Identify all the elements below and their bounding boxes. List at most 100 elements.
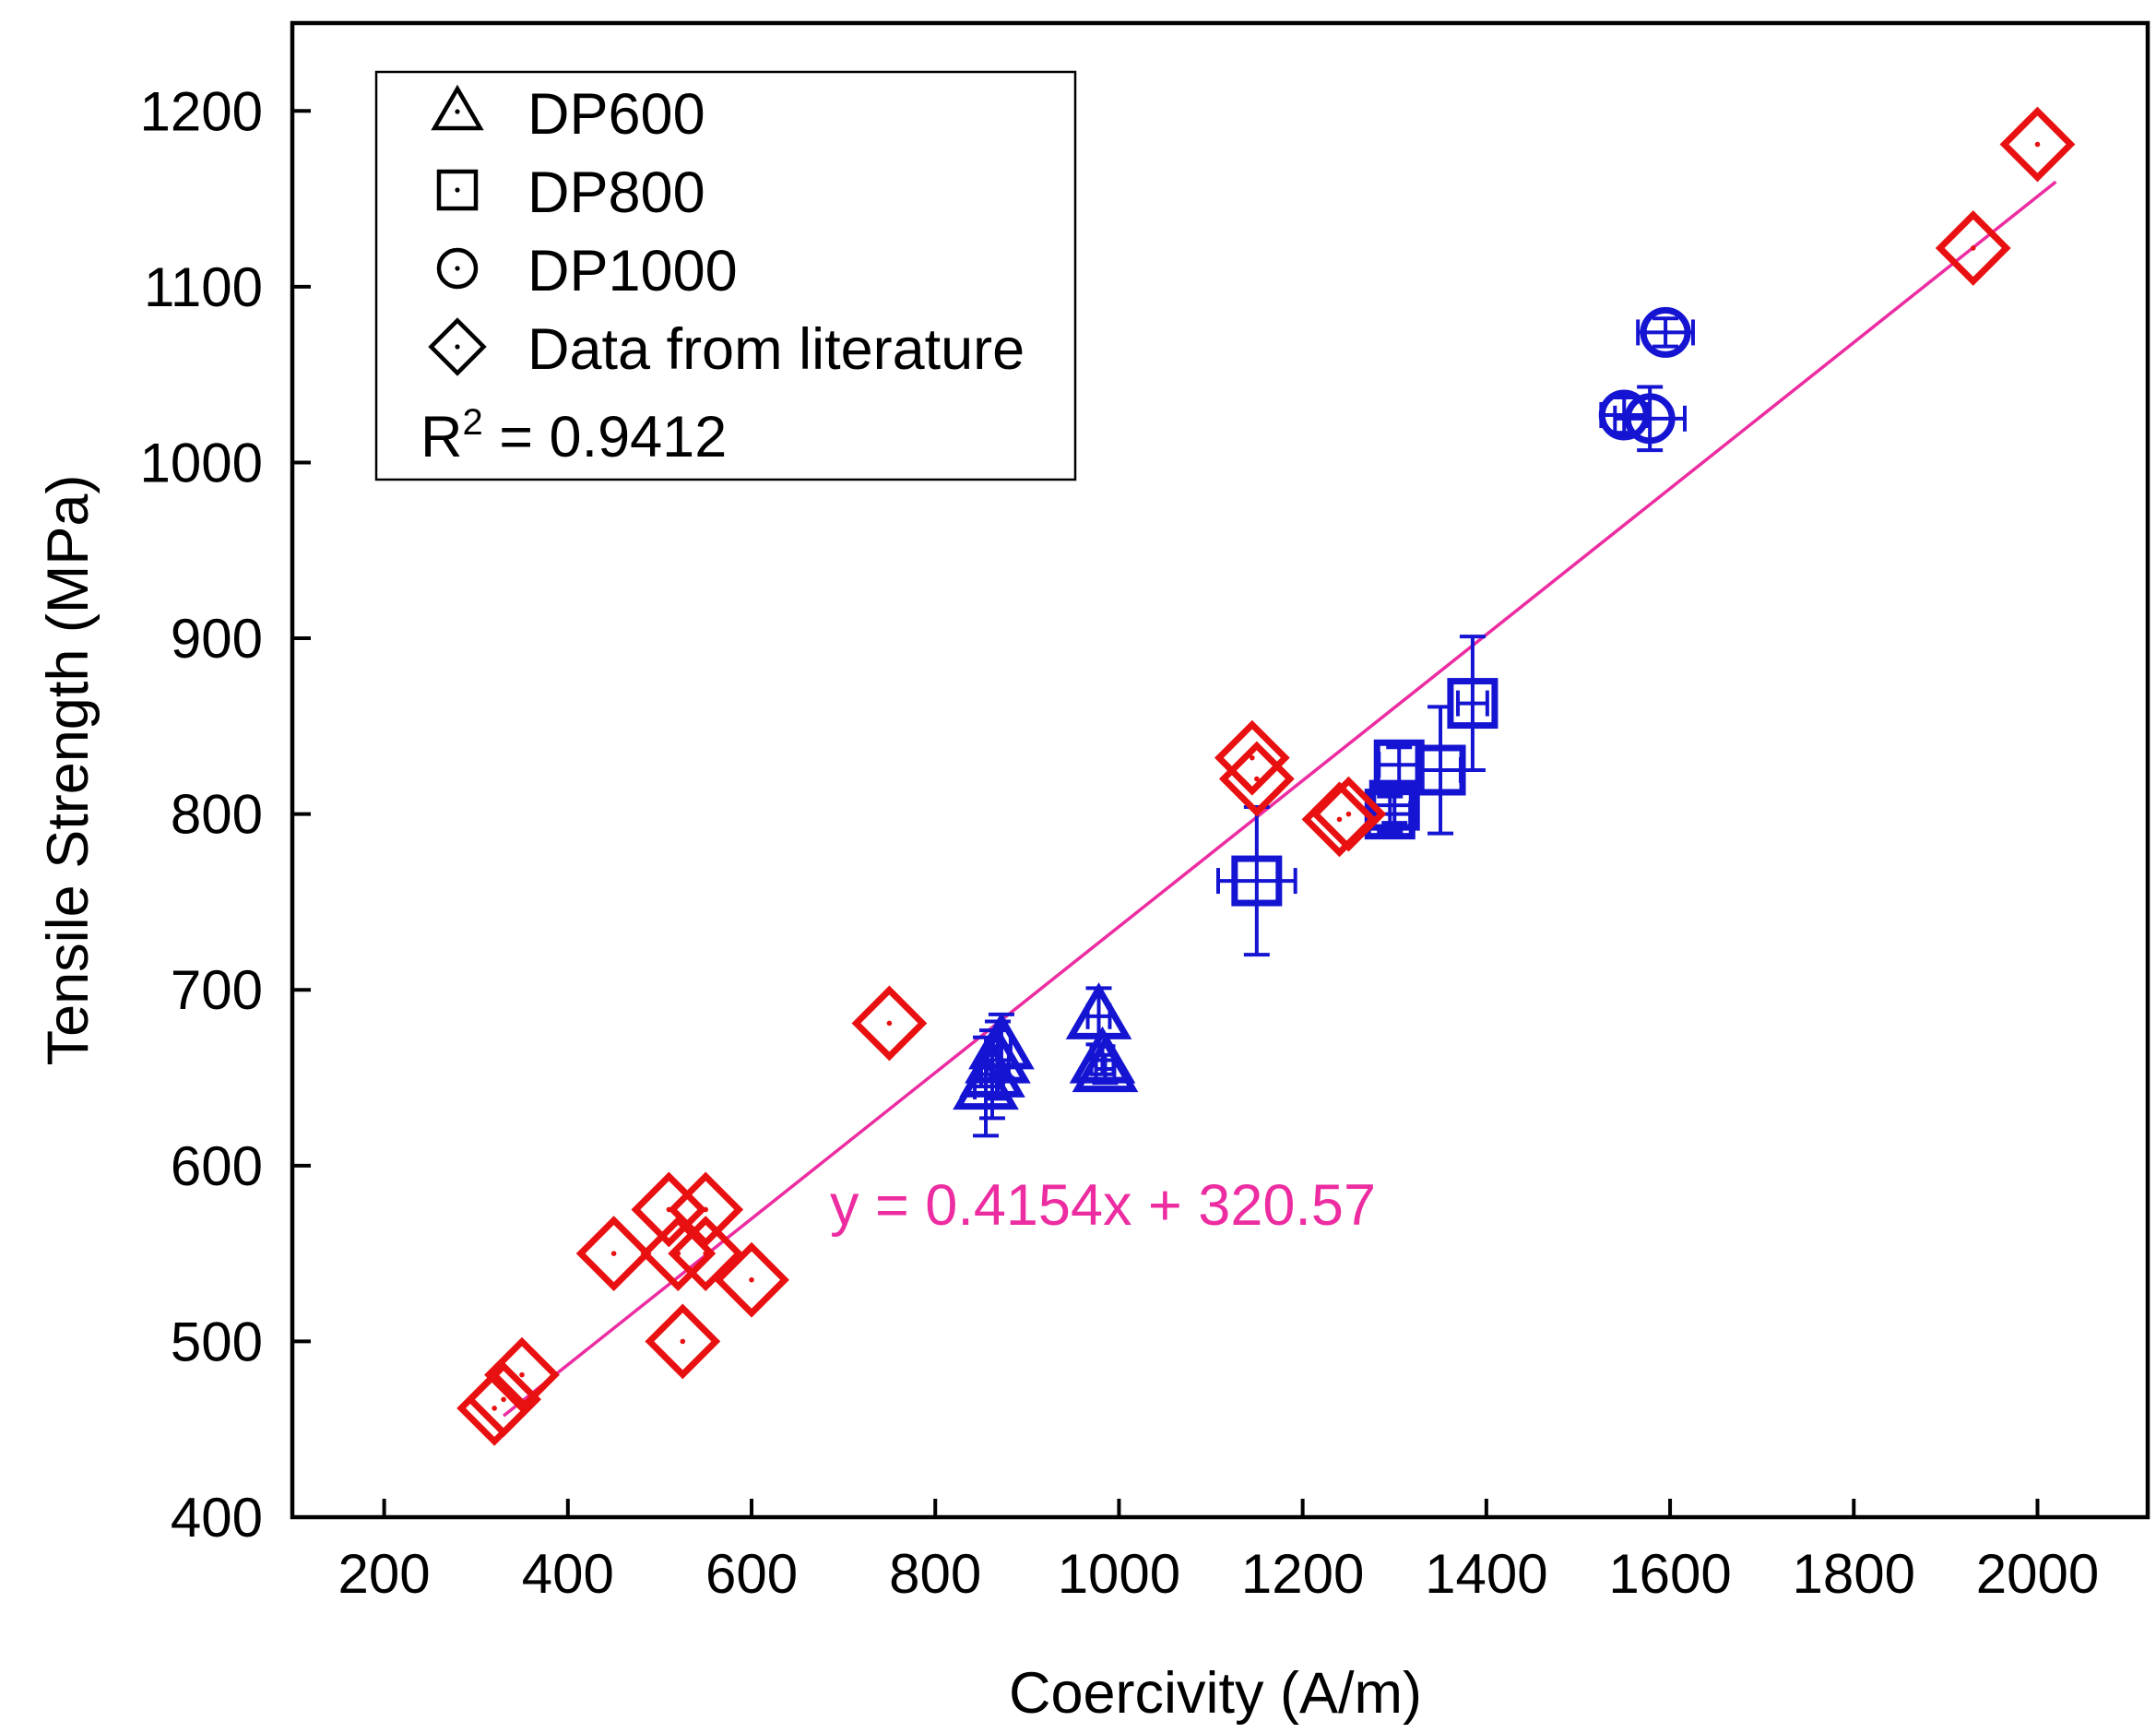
center-dot [1396,762,1403,768]
diamond-marker [1935,210,2011,286]
x-tick-label: 800 [889,1543,981,1605]
y-tick-label: 1000 [140,432,263,493]
y-tick-label: 1200 [140,80,263,142]
legend-label: DP1000 [527,239,738,303]
x-axis: 200 400 600 800 1000 1200 1400 1600 1800 2000 [338,1499,2099,1605]
series-dp1000 [1598,306,1695,453]
legend-circle-icon [436,247,479,290]
center-dot [703,1206,709,1213]
x-tick-label: 400 [522,1543,614,1605]
x-tick-label: 200 [338,1543,431,1605]
center-dot [1470,700,1475,706]
data-point [1218,741,1295,817]
legend-center-dot [455,109,460,114]
x-tick-label: 2000 [1976,1543,2099,1605]
triangle-marker [968,1012,1035,1070]
center-dot [1387,811,1393,817]
legend-entry: DP600 [431,82,705,147]
center-dot [886,1020,893,1027]
x-tick-label: 1200 [1241,1543,1364,1605]
legend-triangle-icon [431,84,484,131]
center-dot [519,1371,525,1378]
center-dot [1096,1014,1102,1019]
y-tick-label: 600 [171,1135,263,1197]
data-point [1999,106,2076,183]
data-point [484,1336,560,1413]
circle-marker [1640,306,1691,358]
center-dot [501,1396,506,1403]
r-squared-prefix: R [421,405,463,469]
x-tick-label: 1600 [1608,1543,1731,1605]
center-dot [1102,1066,1108,1072]
diamond-marker [668,1171,744,1248]
center-dot [1345,811,1352,817]
center-dot [703,1251,709,1256]
fit-line-group [503,180,2057,1418]
legend-label: DP800 [527,160,705,225]
legend-label: DP600 [527,82,705,147]
x-tick-label: 1800 [1793,1543,1915,1605]
legend-box [374,70,1077,481]
center-dot [1970,245,1976,251]
center-dot [1250,754,1255,761]
data-point [1447,635,1499,772]
center-dot [1663,329,1668,336]
legend-square-icon [436,169,479,211]
diamond-marker [1999,106,2076,183]
fit-line [503,180,2057,1418]
data-points [456,106,2076,1446]
y-axis: 400 500 600 700 800 900 1000 1100 1200 [140,80,311,1549]
data-point [851,985,928,1062]
center-dot [680,1338,686,1345]
center-dot [989,1071,995,1077]
diamond-marker [668,1216,744,1292]
center-dot [1336,816,1343,823]
center-dot [492,1406,497,1411]
square-marker [1231,855,1283,907]
diamond-marker [1218,741,1295,817]
legend-center-dot [455,344,460,350]
center-dot [995,1057,1001,1063]
center-dot [983,1084,989,1089]
legend-entry: DP1000 [436,239,738,303]
data-point [668,1171,744,1248]
diamond-marker [1310,776,1387,852]
center-dot [1254,776,1260,782]
diamond-marker [851,985,928,1062]
center-dot [999,1043,1004,1050]
diamond-marker [631,1171,707,1248]
y-tick-label: 700 [171,959,263,1021]
data-point [1214,719,1290,796]
x-tick-label: 600 [705,1543,798,1605]
diamond-marker [645,1303,721,1380]
x-tick-label: 1400 [1425,1543,1547,1605]
y-tick-label: 400 [171,1487,263,1549]
circle-marker [1624,393,1676,445]
diamond-marker [466,1361,541,1438]
data-point [1310,776,1387,852]
series-dp600 [953,982,1139,1138]
center-dot [1254,878,1260,884]
x-axis-label: Coercivity (A/m) [1009,1661,1422,1726]
y-tick-label: 900 [171,608,263,670]
circle-marker [1598,389,1650,441]
legend-center-dot [455,266,460,271]
data-point [714,1241,789,1318]
data-point [466,1361,541,1438]
center-dot [610,1251,617,1256]
r-squared-superscript: 2 [463,402,483,443]
diamond-marker [575,1216,652,1292]
data-point [668,1216,744,1292]
legend-r-squared: R2 = 0.9412 [421,402,727,469]
y-tick-label: 500 [171,1311,263,1372]
fit-equation: y = 0.4154x + 320.57 [830,1173,1376,1238]
legend: DP600 DP800 DP1000 Data from literature R2 … [374,70,1077,481]
center-dot [749,1276,754,1283]
center-dot [2034,141,2041,148]
data-point [1216,805,1297,957]
r-squared-value: = 0.9412 [483,405,728,469]
legend-center-dot [455,187,460,193]
center-dot [1647,416,1653,421]
